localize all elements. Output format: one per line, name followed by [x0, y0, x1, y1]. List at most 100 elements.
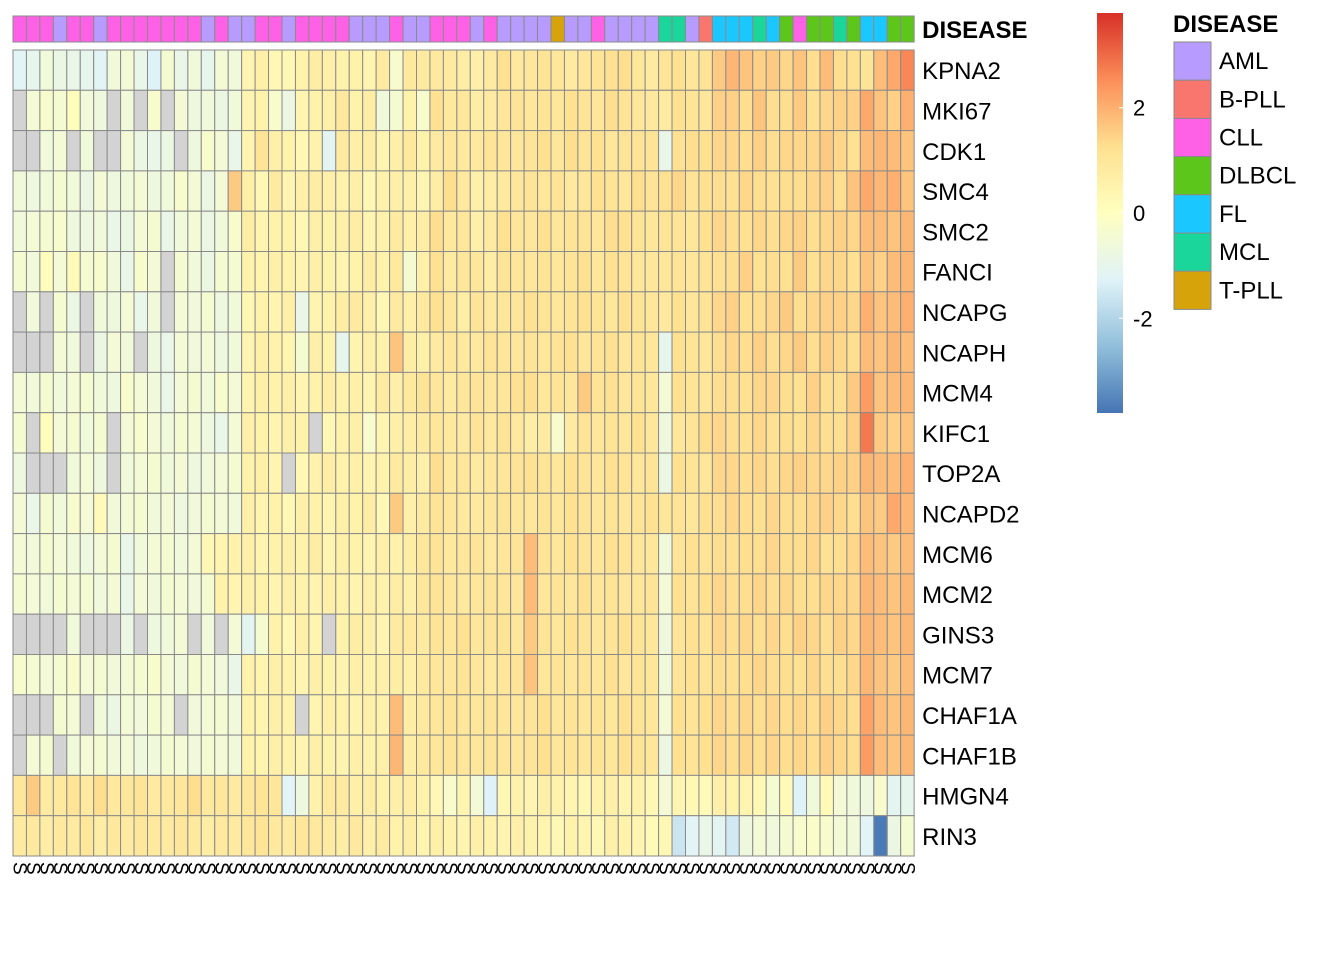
legend-swatch — [1173, 156, 1212, 196]
heatmap-cell — [39, 654, 54, 696]
heatmap-cell — [25, 492, 41, 535]
heatmap-cell — [227, 89, 243, 132]
heatmap-cell — [577, 654, 592, 696]
heatmap-cell — [281, 452, 296, 494]
heatmap-cell — [429, 331, 444, 373]
heatmap-cell — [779, 371, 794, 414]
heatmap-cell — [685, 573, 700, 615]
heatmap-cell — [563, 734, 579, 776]
heatmap-cell — [631, 613, 646, 656]
heatmap-cell — [227, 613, 243, 656]
heatmap-cell — [93, 89, 108, 132]
heatmap-cell — [765, 654, 781, 696]
heatmap-cell — [389, 331, 404, 373]
heatmap-cell — [375, 210, 391, 252]
heatmap-cell — [294, 815, 310, 857]
heatmap-cell — [483, 170, 498, 212]
heatmap-cell — [66, 815, 81, 857]
heatmap-cell — [483, 331, 498, 373]
heatmap-cell — [873, 452, 888, 494]
heatmap-cell — [483, 412, 498, 454]
heatmap-cell — [631, 170, 646, 212]
heatmap-cell — [806, 492, 821, 535]
heatmap-cell — [846, 170, 861, 212]
heatmap-cell — [631, 49, 646, 91]
heatmap-cell — [442, 492, 458, 535]
annotation-cell — [806, 15, 821, 43]
gene-label: NCAPD2 — [922, 501, 1019, 528]
heatmap-cell — [12, 291, 27, 333]
heatmap-cell — [523, 371, 539, 414]
heatmap-cell — [389, 89, 404, 132]
sample-label: S — [681, 862, 702, 875]
heatmap-cell — [806, 331, 821, 373]
legend-swatch — [1173, 270, 1212, 310]
annotation-cell — [241, 15, 256, 43]
heatmap-cell — [900, 654, 915, 696]
heatmap-cell — [416, 774, 431, 817]
heatmap-cell — [765, 130, 781, 172]
heatmap-cell — [900, 412, 915, 454]
heatmap-cell — [281, 371, 296, 414]
heatmap-cell — [873, 613, 888, 656]
annotation-cell — [12, 15, 27, 43]
heatmap-cell — [147, 331, 162, 373]
heatmap-cell — [254, 49, 270, 91]
heatmap-cell — [321, 412, 337, 454]
heatmap-cell — [590, 815, 606, 857]
heatmap-cell — [79, 130, 95, 172]
heatmap-cell — [563, 613, 579, 656]
heatmap-cell — [160, 734, 175, 776]
heatmap-cell — [25, 412, 41, 454]
heatmap-cell — [187, 694, 202, 736]
heatmap-cell — [52, 291, 68, 333]
heatmap-cell — [765, 492, 781, 535]
heatmap-cell — [268, 89, 283, 132]
heatmap-cell — [335, 654, 350, 696]
heatmap-cell — [12, 49, 27, 91]
heatmap-cell — [537, 492, 552, 535]
heatmap-cell — [456, 774, 471, 817]
heatmap-cell — [859, 371, 875, 414]
heatmap-cell — [214, 170, 229, 212]
heatmap-cell — [147, 371, 162, 414]
heatmap-cell — [537, 371, 552, 414]
heatmap-cell — [806, 412, 821, 454]
heatmap-cell — [900, 533, 915, 575]
heatmap-cell — [120, 170, 135, 212]
heatmap-cell — [348, 170, 364, 212]
heatmap-cell — [120, 412, 135, 454]
heatmap-cell — [52, 210, 68, 252]
annotation-cell — [66, 15, 81, 43]
annotation-cell — [685, 15, 700, 43]
heatmap-cell — [671, 291, 686, 333]
annotation-cell — [214, 15, 229, 43]
heatmap-cell — [738, 533, 754, 575]
heatmap-cell — [819, 613, 834, 656]
heatmap-cell — [25, 251, 41, 293]
heatmap-cell — [738, 573, 754, 615]
heatmap-cell — [335, 734, 350, 776]
heatmap-cell — [711, 734, 727, 776]
sample-label: S — [385, 862, 406, 875]
heatmap-cell — [725, 331, 740, 373]
heatmap-cell — [348, 573, 364, 615]
heatmap-cell — [671, 694, 686, 736]
heatmap-cell — [389, 533, 404, 575]
heatmap-cell — [537, 170, 552, 212]
heatmap-cell — [402, 49, 417, 91]
heatmap-cell — [66, 734, 81, 776]
heatmap-cell — [66, 251, 81, 293]
sample-label: S — [870, 862, 891, 875]
annotation-cell — [79, 15, 95, 43]
heatmap-cell — [510, 170, 525, 212]
heatmap-cell — [577, 170, 592, 212]
heatmap-cell — [711, 371, 727, 414]
heatmap-cell — [389, 694, 404, 736]
heatmap-cell — [859, 734, 875, 776]
heatmap-cell — [227, 774, 243, 817]
heatmap-cell — [160, 210, 175, 252]
heatmap-cell — [886, 170, 902, 212]
heatmap-cell — [362, 694, 377, 736]
heatmap-cell — [227, 251, 243, 293]
